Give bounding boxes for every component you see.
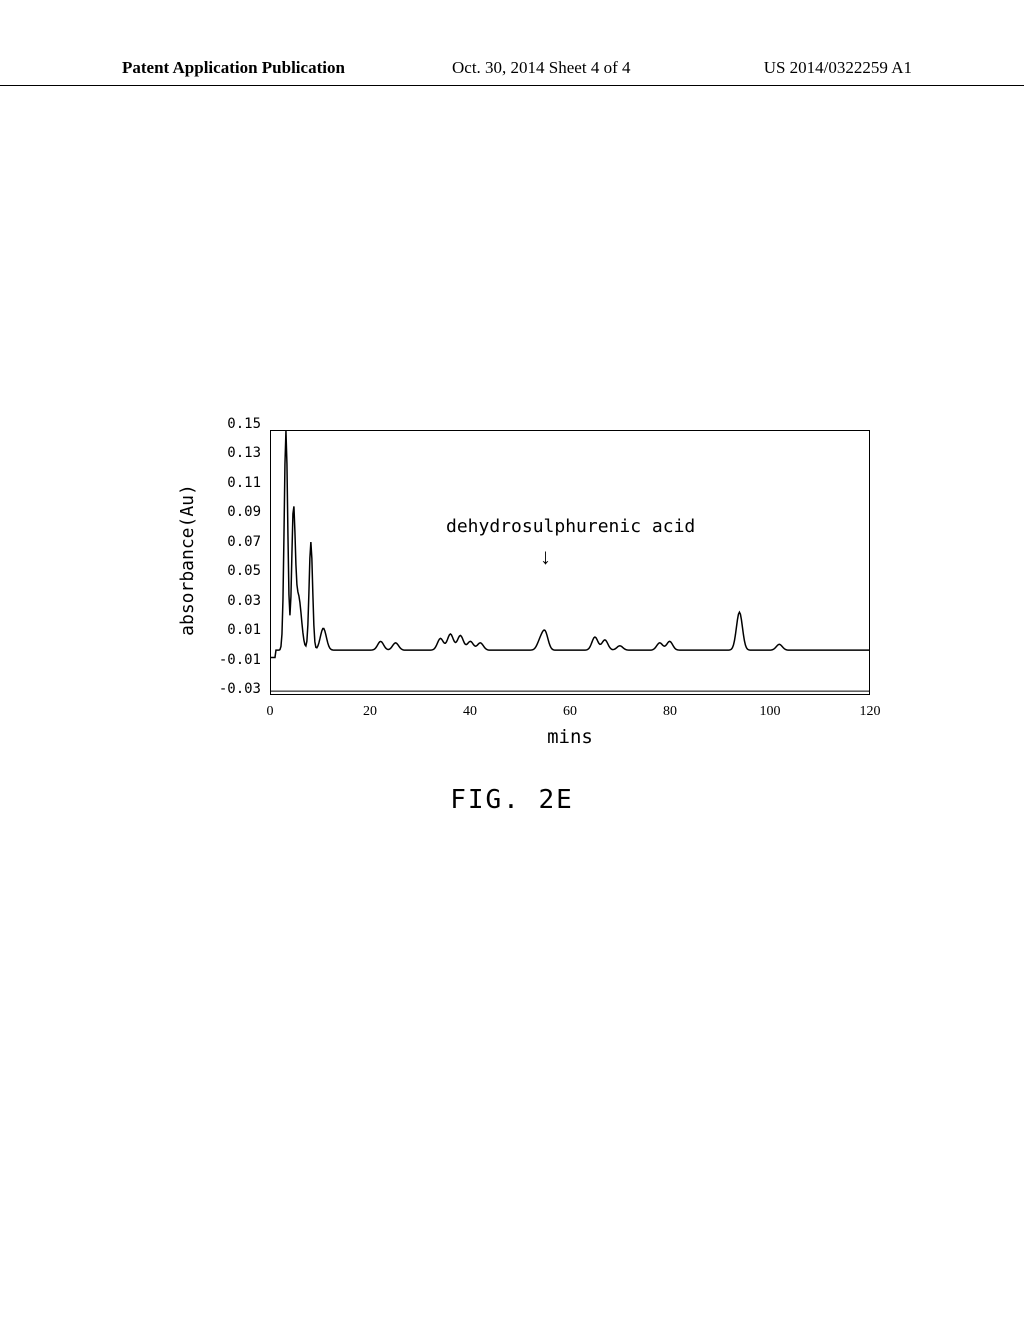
y-tick-label: 0.09 xyxy=(213,506,261,518)
header-right: US 2014/0322259 A1 xyxy=(764,58,912,78)
y-tick-labels: -0.03-0.010.010.030.050.070.090.110.130.… xyxy=(217,424,265,694)
annotation-arrow-icon: ↓ xyxy=(540,546,551,568)
y-axis-label: absorbance(Au) xyxy=(177,484,198,636)
x-tick-label: 40 xyxy=(463,704,477,720)
x-tick-label: 20 xyxy=(363,704,377,720)
y-tick-label: 0.11 xyxy=(213,477,261,489)
chromatogram-svg xyxy=(271,431,869,694)
y-tick-label: 0.13 xyxy=(213,447,261,459)
figure-caption: FIG. 2E xyxy=(0,785,1024,815)
header-center: Oct. 30, 2014 Sheet 4 of 4 xyxy=(452,58,630,78)
page-header: Patent Application Publication Oct. 30, … xyxy=(0,58,1024,86)
peak-annotation-text: dehydrosulphurenic acid xyxy=(446,516,695,537)
y-tick-label: 0.05 xyxy=(213,565,261,577)
x-axis-label: mins xyxy=(270,726,870,748)
header-left: Patent Application Publication xyxy=(122,58,345,78)
x-tick-label: 100 xyxy=(760,704,781,720)
figure-container: absorbance(Au) -0.03 -0.01 0.01 0.03 0.05 0.0… xyxy=(175,430,885,800)
x-tick-label: 120 xyxy=(860,704,881,720)
y-tick-label: 0.01 xyxy=(213,624,261,636)
chart-plot-area: dehydrosulphurenic acid ↓ xyxy=(270,430,870,695)
x-tick-labels: 020406080100120 xyxy=(270,704,870,724)
y-tick-label: 0.07 xyxy=(213,536,261,548)
y-tick-label: 0.15 xyxy=(213,418,261,430)
y-tick-label: 0.03 xyxy=(213,595,261,607)
y-tick-label: -0.01 xyxy=(213,654,261,666)
x-tick-label: 60 xyxy=(563,704,577,720)
x-tick-label: 0 xyxy=(267,704,274,720)
x-tick-label: 80 xyxy=(663,704,677,720)
y-tick-label: -0.03 xyxy=(213,683,261,695)
